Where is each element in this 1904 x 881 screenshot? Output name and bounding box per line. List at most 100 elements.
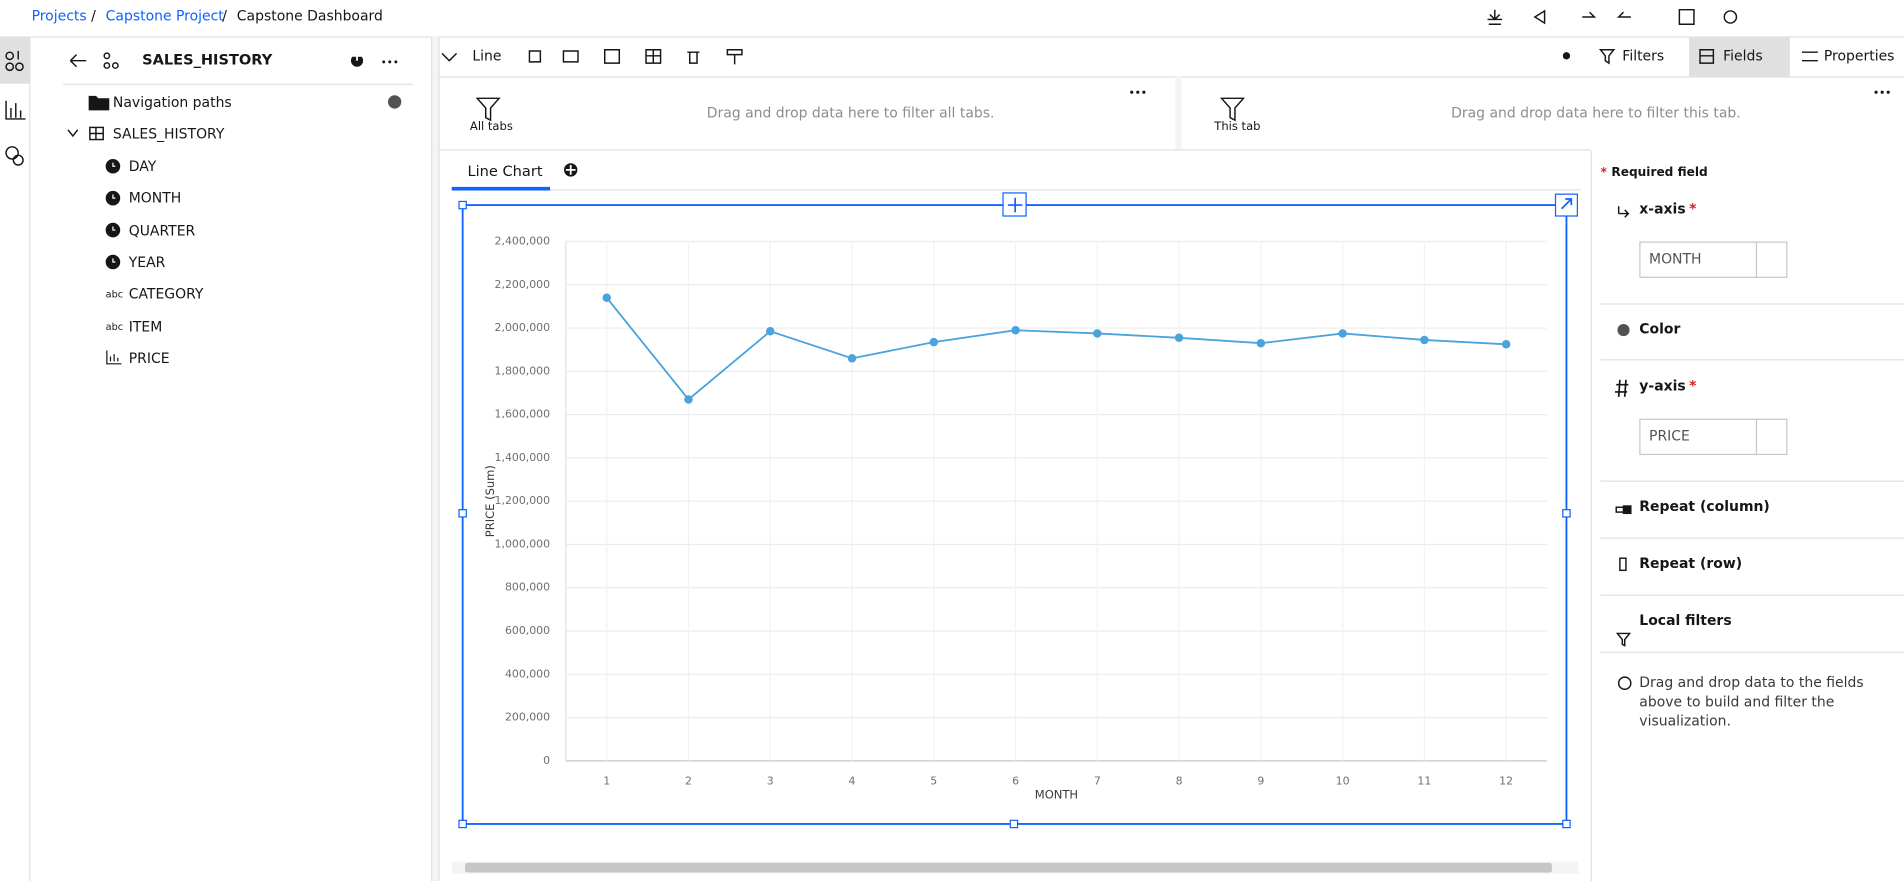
divider	[1600, 651, 1904, 653]
splitter[interactable]	[431, 36, 440, 881]
field[interactable]: MONTH	[128, 189, 182, 207]
point	[929, 337, 939, 347]
navigation-paths[interactable]: Navigation paths	[112, 93, 232, 111]
required-marker: *	[1689, 200, 1697, 218]
tab[interactable]: Line Chart	[467, 162, 543, 180]
breadcrumb-separator: /	[91, 7, 96, 25]
y-tick-label: 600,000	[505, 624, 550, 637]
x-tick-label: 10	[1336, 774, 1350, 787]
plus-glyph	[352, 50, 576, 175]
filter-dropzone[interactable]: Drag and drop data here to filter this t…	[1451, 104, 1741, 122]
divider	[451, 189, 1582, 191]
x-axis-label: MONTH	[1035, 787, 1078, 801]
field-icon	[105, 254, 121, 270]
field-icon	[105, 190, 121, 206]
field-icon	[105, 158, 121, 174]
section-label: Color	[1639, 320, 1681, 338]
y-tick-label: 2,400,000	[495, 234, 551, 247]
y-tick-label: 0	[543, 754, 550, 767]
y-tick-label: 800,000	[505, 581, 550, 594]
point	[847, 354, 857, 363]
drop-field[interactable]	[1639, 241, 1788, 278]
x-tick-label: 7	[1094, 774, 1101, 787]
divider	[1600, 359, 1904, 361]
table-name[interactable]: SALES_HISTORY	[112, 124, 225, 142]
filter-label: All tabs	[469, 120, 513, 134]
y-tick-label: 1,600,000	[495, 408, 551, 421]
drop-field-menu[interactable]	[1755, 241, 1788, 278]
point	[1256, 338, 1266, 348]
field-value: PRICE	[1649, 427, 1690, 445]
y-tick-label: 2,000,000	[495, 321, 551, 334]
section-label: Local filters	[1639, 611, 1732, 629]
y-tick-label: 1,200,000	[495, 494, 551, 507]
y-axis-label: PRICE (Sum)	[483, 465, 497, 537]
required-label: Required field	[1611, 166, 1708, 180]
field-icon	[112, 162, 116, 167]
field[interactable]: QUARTER	[128, 221, 196, 239]
field[interactable]: CATEGORY	[128, 285, 204, 303]
point	[766, 327, 775, 336]
divider	[1600, 537, 1904, 539]
breadcrumb-link[interactable]: Capstone Project	[105, 7, 224, 25]
x-tick-label: 2	[685, 774, 692, 787]
y-tick-label: 2,200,000	[495, 278, 551, 291]
field[interactable]: ITEM	[128, 317, 163, 335]
x-tick-label: 3	[767, 774, 774, 787]
breadcrumb-link[interactable]: Projects	[31, 7, 87, 25]
divider	[0, 36, 1904, 38]
source-title: SALES_HISTORY	[142, 50, 273, 68]
field[interactable]: DAY	[128, 157, 157, 175]
widget-frame[interactable]	[461, 204, 1568, 825]
resize-handles[interactable]	[458, 192, 1578, 829]
filter-label: This tab	[1214, 120, 1261, 134]
point	[1420, 335, 1429, 345]
point	[684, 395, 693, 404]
point	[1174, 333, 1184, 343]
x-tick-label: 6	[1012, 774, 1019, 787]
y-tick-label: 400,000	[505, 667, 550, 680]
icon-rail	[0, 36, 31, 881]
field[interactable]: PRICE	[128, 349, 170, 367]
point	[1011, 325, 1020, 335]
properties-tab[interactable]: Properties	[1823, 47, 1895, 65]
field[interactable]: YEAR	[128, 253, 166, 271]
section-label: x-axis	[1639, 200, 1686, 218]
drop-field[interactable]	[1639, 418, 1788, 456]
x-tick-label: 9	[1257, 774, 1264, 787]
divider	[1600, 594, 1904, 596]
icons-filled	[88, 52, 1890, 337]
divider	[439, 76, 1904, 78]
line	[606, 297, 1507, 401]
y-tick-label: 1,800,000	[495, 364, 551, 377]
fields-tab[interactable]: Fields	[1723, 47, 1763, 65]
point	[1093, 329, 1102, 338]
field-icon	[112, 226, 116, 231]
filter-dropzone[interactable]: Drag and drop data here to filter all ta…	[706, 104, 995, 122]
point	[1338, 329, 1347, 338]
chart-type-button[interactable]: Line	[472, 47, 502, 65]
scroll-thumb[interactable]	[465, 862, 1552, 873]
section-label: y-axis	[1639, 377, 1686, 395]
drop-field-menu[interactable]	[1755, 418, 1788, 456]
field-type: abc	[105, 289, 124, 300]
x-tick-label: 4	[849, 774, 856, 787]
field-icon	[105, 222, 121, 238]
breadcrumb-current: Capstone Dashboard	[236, 7, 383, 25]
field-icon	[112, 258, 116, 263]
frame-icons[interactable]	[1007, 197, 1573, 213]
divider	[1175, 76, 1182, 150]
required-marker: *	[1600, 166, 1607, 180]
filters-tab[interactable]: Filters	[1622, 47, 1665, 65]
info-text: Drag and drop data to the fields above t…	[1639, 673, 1864, 730]
hash-icon	[1615, 379, 1629, 397]
divider	[1590, 150, 1592, 881]
divider	[1600, 303, 1904, 305]
section-label: Repeat (column)	[1639, 497, 1770, 515]
section-label: Repeat (row)	[1639, 554, 1743, 572]
y-tick-label: 1,000,000	[495, 537, 551, 550]
x-tick-label: 1	[603, 774, 610, 787]
